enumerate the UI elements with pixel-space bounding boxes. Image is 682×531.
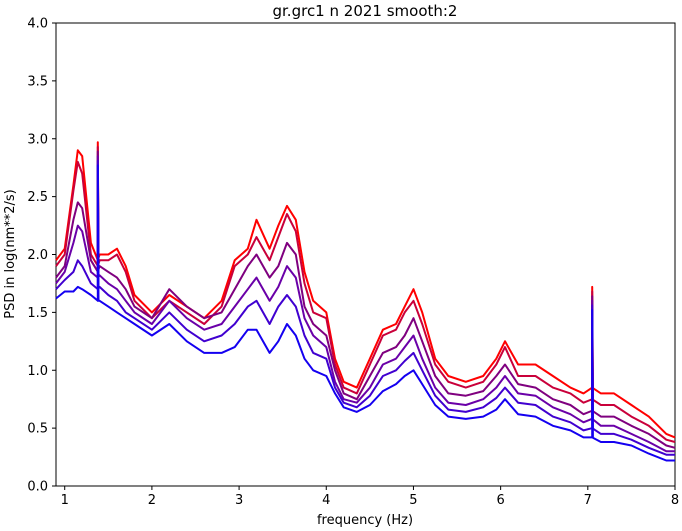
x-tick-label: 4 — [322, 493, 330, 508]
x-tick-label: 1 — [61, 493, 69, 508]
series-line — [55, 145, 676, 443]
series-line — [55, 164, 675, 462]
chart-title: gr.grc1 n 2021 smooth:2 — [273, 2, 458, 20]
y-tick-label: 4.0 — [27, 17, 48, 32]
x-axis-label: frequency (Hz) — [317, 513, 413, 528]
y-tick-label: 0.5 — [27, 422, 48, 437]
y-tick-label: 3.5 — [27, 74, 48, 89]
x-tick-label: 7 — [584, 493, 592, 508]
series-line — [55, 150, 676, 449]
y-axis: 0.0 0.5 1.0 1.5 2.0 2.5 3.0 3.5 4.0 — [27, 17, 56, 495]
x-tick-label: 2 — [148, 493, 156, 508]
x-tick-label: 3 — [235, 493, 243, 508]
x-tick-label: 8 — [671, 493, 679, 508]
plot-frame — [55, 22, 676, 487]
y-tick-label: 2.5 — [27, 190, 48, 205]
y-tick-label: 2.0 — [27, 248, 48, 263]
series-line — [55, 159, 675, 456]
y-tick-label: 1.0 — [27, 364, 48, 379]
y-tick-label: 3.0 — [27, 132, 48, 147]
x-tick-label: 5 — [409, 493, 417, 508]
x-axis: 1 2 3 4 5 6 7 8 — [61, 486, 679, 508]
y-axis-label: PSD in log(nm**2/s) — [3, 189, 18, 319]
y-tick-label: 1.5 — [27, 306, 48, 321]
x-tick-label: 6 — [496, 493, 504, 508]
series-group — [55, 141, 676, 462]
y-tick-label: 0.0 — [27, 480, 48, 495]
